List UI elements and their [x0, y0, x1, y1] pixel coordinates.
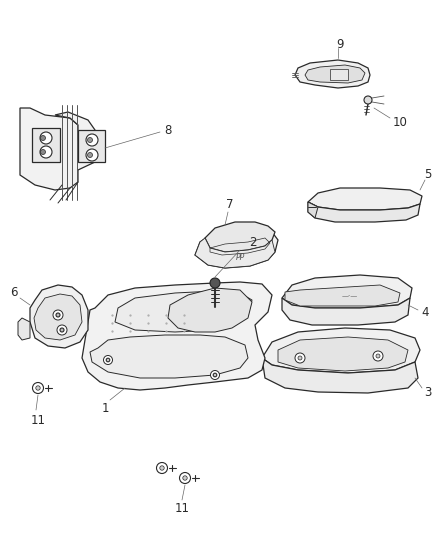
Text: 5: 5: [424, 168, 432, 182]
Circle shape: [40, 149, 46, 155]
Circle shape: [88, 138, 92, 142]
Circle shape: [364, 96, 372, 104]
Text: 9: 9: [336, 37, 344, 51]
Polygon shape: [308, 188, 422, 210]
Circle shape: [53, 310, 63, 320]
Circle shape: [56, 313, 60, 317]
Text: 7: 7: [226, 198, 234, 212]
Text: 1: 1: [101, 401, 109, 415]
Circle shape: [211, 370, 219, 379]
Text: 6: 6: [10, 287, 18, 300]
Text: 11: 11: [31, 414, 46, 426]
Circle shape: [86, 149, 98, 161]
Polygon shape: [308, 202, 318, 218]
Circle shape: [213, 373, 217, 377]
Polygon shape: [195, 228, 278, 268]
Polygon shape: [55, 112, 95, 148]
Text: 2: 2: [249, 237, 257, 249]
Text: 11: 11: [174, 502, 190, 514]
Circle shape: [160, 466, 164, 470]
Circle shape: [40, 146, 52, 158]
Circle shape: [295, 353, 305, 363]
Polygon shape: [82, 282, 272, 390]
Circle shape: [36, 386, 40, 390]
Polygon shape: [32, 128, 60, 162]
Text: 10: 10: [392, 116, 407, 128]
Polygon shape: [78, 130, 105, 162]
Circle shape: [32, 383, 43, 393]
Circle shape: [40, 135, 46, 141]
Polygon shape: [115, 291, 252, 332]
Text: 3: 3: [424, 386, 432, 400]
Text: 8: 8: [164, 124, 172, 136]
Polygon shape: [90, 335, 248, 378]
Polygon shape: [262, 358, 418, 393]
Polygon shape: [308, 202, 420, 222]
Text: 4: 4: [421, 306, 429, 319]
Polygon shape: [20, 108, 95, 190]
Circle shape: [180, 472, 191, 483]
Circle shape: [373, 351, 383, 361]
Circle shape: [156, 463, 167, 473]
Polygon shape: [34, 294, 82, 340]
Polygon shape: [195, 238, 275, 268]
Polygon shape: [18, 318, 30, 340]
Circle shape: [40, 132, 52, 144]
Text: —·—: —·—: [342, 293, 358, 299]
Circle shape: [106, 358, 110, 362]
Text: PP: PP: [235, 253, 245, 262]
Polygon shape: [262, 328, 420, 373]
Circle shape: [376, 354, 380, 358]
Circle shape: [103, 356, 113, 365]
Polygon shape: [278, 337, 408, 371]
Polygon shape: [295, 60, 370, 88]
Circle shape: [183, 476, 187, 480]
Circle shape: [86, 134, 98, 146]
Circle shape: [57, 325, 67, 335]
Polygon shape: [168, 288, 252, 332]
Polygon shape: [205, 222, 275, 252]
Circle shape: [60, 328, 64, 332]
Polygon shape: [30, 285, 88, 348]
Polygon shape: [285, 285, 400, 306]
Polygon shape: [282, 298, 410, 325]
Circle shape: [298, 356, 302, 360]
Polygon shape: [282, 275, 412, 308]
Circle shape: [210, 278, 220, 288]
Circle shape: [88, 152, 92, 157]
Polygon shape: [305, 65, 365, 83]
Polygon shape: [330, 69, 348, 80]
